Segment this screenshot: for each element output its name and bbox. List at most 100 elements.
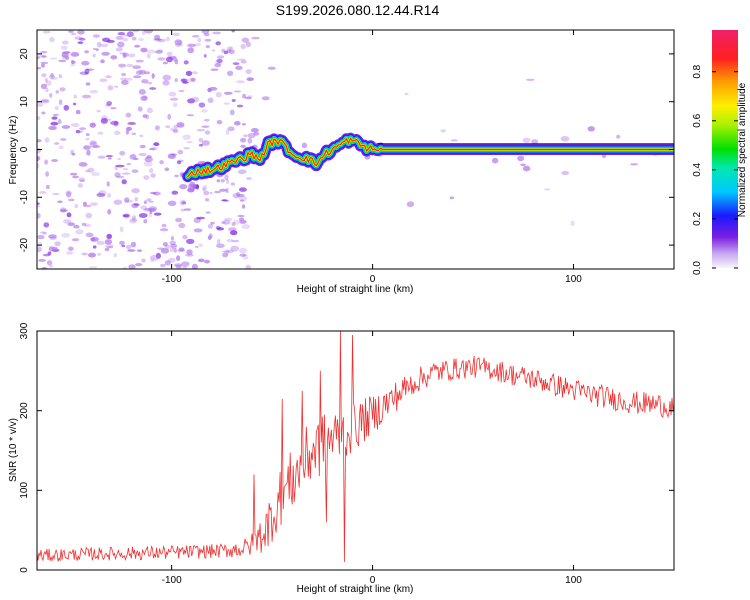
noise-blob (107, 157, 112, 160)
noise-blob (209, 191, 213, 195)
noise-blob (77, 30, 85, 35)
noise-blob (106, 118, 112, 121)
noise-blob (135, 59, 144, 63)
noise-blob (72, 102, 77, 106)
noise-blob (185, 253, 194, 257)
noise-blob (92, 53, 96, 58)
noise-blob (106, 101, 113, 106)
noise-blob (99, 43, 109, 48)
noise-blob (186, 141, 193, 144)
noise-blob (151, 73, 155, 79)
colorbar-tick-label: 0.2 (692, 212, 703, 226)
noise-blob (175, 264, 182, 269)
noise-blob (150, 173, 156, 179)
noise-blob (115, 164, 125, 168)
y-tick-label: 100 (19, 482, 30, 499)
noise-blob (228, 49, 235, 55)
noise-blob (137, 106, 143, 112)
noise-blob (70, 64, 76, 67)
noise-blob (55, 90, 60, 94)
noise-blob (221, 199, 228, 202)
noise-blob (58, 59, 67, 63)
noise-blob (201, 30, 210, 34)
noise-blob (37, 202, 40, 205)
noise-blob (64, 56, 70, 60)
noise-blob (216, 243, 225, 249)
noise-blob (38, 241, 43, 247)
noise-blob (101, 51, 110, 56)
noise-blob (122, 214, 130, 218)
noise-blob (587, 126, 595, 132)
noise-blob (128, 264, 136, 269)
noise-blob (121, 73, 126, 76)
noise-blob (162, 74, 172, 81)
snr-series (37, 331, 674, 563)
noise-blob (239, 253, 247, 257)
noise-blob (99, 78, 108, 83)
noise-blob (54, 105, 59, 111)
noise-blob (81, 60, 90, 66)
noise-blob (168, 91, 177, 97)
noise-blob (216, 179, 220, 183)
noise-blob (38, 259, 47, 262)
noise-blob (58, 74, 63, 79)
noise-blob (49, 74, 55, 79)
noise-blob (126, 31, 134, 38)
noise-blob (113, 199, 123, 205)
noise-blob (179, 199, 187, 206)
noise-blob (85, 232, 94, 238)
noise-blob (154, 50, 163, 54)
noise-blob (246, 77, 254, 82)
noise-blob (204, 38, 212, 42)
noise-blob (237, 58, 246, 61)
noise-blob (166, 51, 173, 57)
noise-blob (182, 134, 191, 140)
noise-blob (236, 104, 244, 108)
noise-blob (54, 241, 61, 247)
noise-blob (71, 60, 76, 64)
noise-blob (239, 195, 247, 202)
snr-panel: -100 0 100 0 100 200 300 Height of straight l… (8, 322, 675, 595)
noise-blob (57, 118, 62, 124)
noise-blob (89, 122, 96, 128)
noise-blob (141, 79, 149, 84)
noise-blob (449, 196, 455, 200)
noise-blob (174, 59, 179, 65)
noise-blob (135, 263, 143, 267)
noise-blob (146, 49, 156, 54)
noise-blob (149, 167, 154, 174)
noise-blob (113, 253, 117, 258)
noise-blob (201, 125, 210, 128)
noise-blob (201, 109, 208, 113)
noise-blob (161, 223, 167, 228)
noise-blob (522, 165, 531, 172)
noise-blob (138, 152, 147, 157)
noise-blob (241, 123, 246, 126)
noise-blob (77, 183, 83, 188)
noise-blob (221, 221, 226, 224)
noise-blob (71, 123, 80, 127)
noise-blob (240, 199, 245, 202)
noise-blob (239, 247, 247, 254)
noise-blob (75, 109, 81, 115)
figure-title: S199.2026.080.12.44.R14 (275, 2, 440, 18)
noise-blob (90, 202, 98, 206)
noise-blob (186, 238, 195, 245)
noise-blob (91, 237, 96, 242)
noise-blob (240, 60, 247, 64)
noise-blob (132, 30, 140, 33)
noise-blob (87, 167, 95, 173)
noise-blob (214, 62, 222, 68)
colorbar: 0.0 0.2 0.4 0.6 0.8 Normalized spectral ampl… (692, 30, 748, 275)
noise-blob (131, 132, 137, 135)
noise-blob (126, 126, 132, 131)
noise-blob (49, 93, 53, 98)
noise-blob (211, 49, 216, 52)
noise-blob (205, 198, 210, 202)
noise-blob (42, 253, 51, 257)
noise-blob (236, 80, 246, 84)
noise-blob (79, 179, 85, 182)
noise-blob (81, 222, 87, 226)
